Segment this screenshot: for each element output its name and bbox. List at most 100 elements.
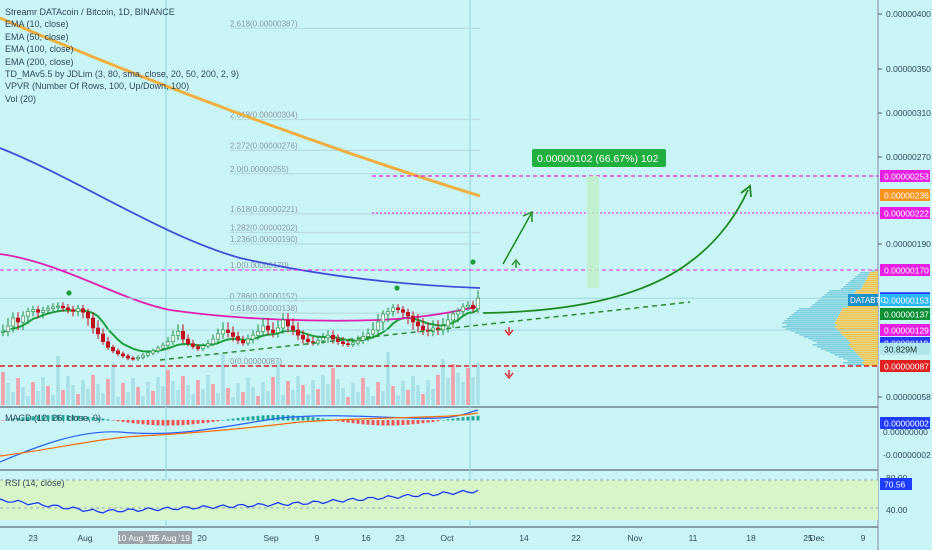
macd-histogram-bar (441, 419, 445, 421)
macd-histogram-bar (151, 420, 155, 426)
volume-bar (91, 375, 95, 405)
macd-histogram-bar (251, 416, 255, 421)
up-arrow-head (522, 210, 533, 222)
volume-profile-down (855, 292, 878, 294)
candle-body (201, 345, 206, 350)
candle-body (15, 317, 20, 323)
volume-bar (261, 382, 265, 405)
volume-profile-up (794, 312, 841, 314)
legend-item[interactable]: EMA (10, close) (5, 19, 69, 30)
volume-bar (61, 390, 65, 405)
volume-bar (136, 387, 140, 405)
volume-profile-down (839, 314, 878, 316)
macd-histogram-bar (216, 420, 220, 422)
legend-item[interactable]: Vol (20) (5, 93, 37, 104)
volume-profile-up (784, 320, 836, 322)
volume-profile-up (847, 360, 865, 362)
time-tick-label: 14 (519, 533, 529, 543)
volume-bar (71, 385, 75, 405)
candle-body (400, 309, 405, 313)
volume-profile-down (866, 278, 878, 280)
volume-bar (16, 378, 20, 405)
legend-item[interactable]: VPVR (Number Of Rows, 100, Up/Down, 100) (5, 81, 190, 92)
candle-body (460, 306, 465, 312)
candle-body (405, 311, 410, 317)
legend-item[interactable]: EMA (50, close) (5, 31, 69, 42)
candle-body (45, 308, 50, 311)
legend-item[interactable]: TD_MAv5.5 by JDLim (3, 80, sma, close, 2… (5, 69, 239, 80)
legend-item[interactable]: EMA (200, close) (5, 56, 74, 67)
macd-legend[interactable]: MACD (12, 26, close, 9) (5, 413, 102, 423)
macd-histogram-bar (241, 417, 245, 421)
macd-histogram-bar (171, 420, 175, 426)
volume-bar (176, 390, 180, 405)
price-badge (880, 294, 930, 306)
macd-histogram-bar (211, 420, 215, 422)
signal-dot (470, 259, 476, 265)
volume-profile-down (838, 316, 878, 318)
macd-histogram-bar (41, 415, 45, 421)
macd-histogram-bar (371, 420, 375, 426)
volume-bar (226, 388, 230, 405)
axis-tick-label: 0.00000400 (886, 9, 931, 19)
macd-histogram-bar (256, 415, 260, 421)
price-badge-label: 30.829M (884, 344, 917, 354)
volume-profile-up (789, 316, 839, 318)
volume-profile-down (840, 332, 878, 334)
macd-histogram-bar (461, 417, 465, 421)
candle-body (25, 311, 30, 317)
volume-bar (206, 375, 210, 405)
volume-bar (271, 377, 275, 405)
volume-profile-down (852, 348, 878, 350)
volume-profile-up (825, 350, 855, 352)
macd-histogram-bar (296, 415, 300, 421)
volume-profile-down (836, 328, 878, 330)
macd-histogram-bar (71, 415, 75, 421)
volume-bar (161, 386, 165, 405)
candle-body (415, 321, 420, 327)
macd-histogram-bar (86, 416, 90, 421)
macd-histogram-bar (141, 420, 145, 425)
macd-histogram-bar (76, 415, 80, 421)
volume-bar (151, 391, 155, 405)
candle-body (76, 308, 81, 312)
macd-histogram-bar (421, 420, 425, 424)
price-badge-label: 0.00000236 (884, 191, 929, 201)
macd-histogram-bar (156, 420, 160, 426)
candle-body (275, 327, 280, 333)
volume-profile-up (799, 334, 843, 336)
volume-profile-up (827, 292, 856, 294)
macd-histogram-bar (21, 417, 25, 421)
candle-body (166, 341, 171, 346)
candle-body (126, 355, 131, 359)
volume-bar (476, 363, 480, 405)
candle-body (375, 321, 380, 331)
volume-profile-up (786, 318, 837, 320)
rsi-legend[interactable]: RSI (14, close) (5, 478, 65, 488)
volume-profile-up (840, 288, 862, 290)
legend-item[interactable]: EMA (100, close) (5, 44, 74, 55)
rsi-line (0, 489, 479, 514)
volume-profile-down (834, 322, 878, 324)
candle-body (191, 343, 196, 347)
volume-bar (201, 389, 205, 405)
candle-body (60, 305, 65, 309)
fib-level-label: 1.618(0.00000221) (230, 205, 298, 214)
candle-body (50, 306, 55, 310)
volume-profile-up (812, 340, 849, 342)
candle-body (270, 329, 275, 333)
candle-body (86, 311, 91, 319)
candle-body (265, 325, 270, 331)
volume-profile-up (843, 286, 863, 288)
volume-bar (166, 370, 170, 405)
volume-profile-down (858, 354, 878, 356)
volume-profile-up (838, 356, 861, 358)
macd-histogram-bar (146, 420, 150, 425)
macd-histogram-bar (271, 415, 275, 421)
ema-50-line (0, 253, 481, 322)
candle-body (251, 334, 256, 340)
up-arrow-line (502, 213, 532, 265)
price-badge-label: 0.00000129 (884, 326, 929, 336)
macd-histogram-bar (351, 420, 355, 424)
volume-profile-down (850, 342, 878, 344)
